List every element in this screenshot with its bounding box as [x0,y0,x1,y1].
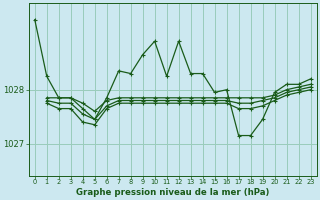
X-axis label: Graphe pression niveau de la mer (hPa): Graphe pression niveau de la mer (hPa) [76,188,269,197]
